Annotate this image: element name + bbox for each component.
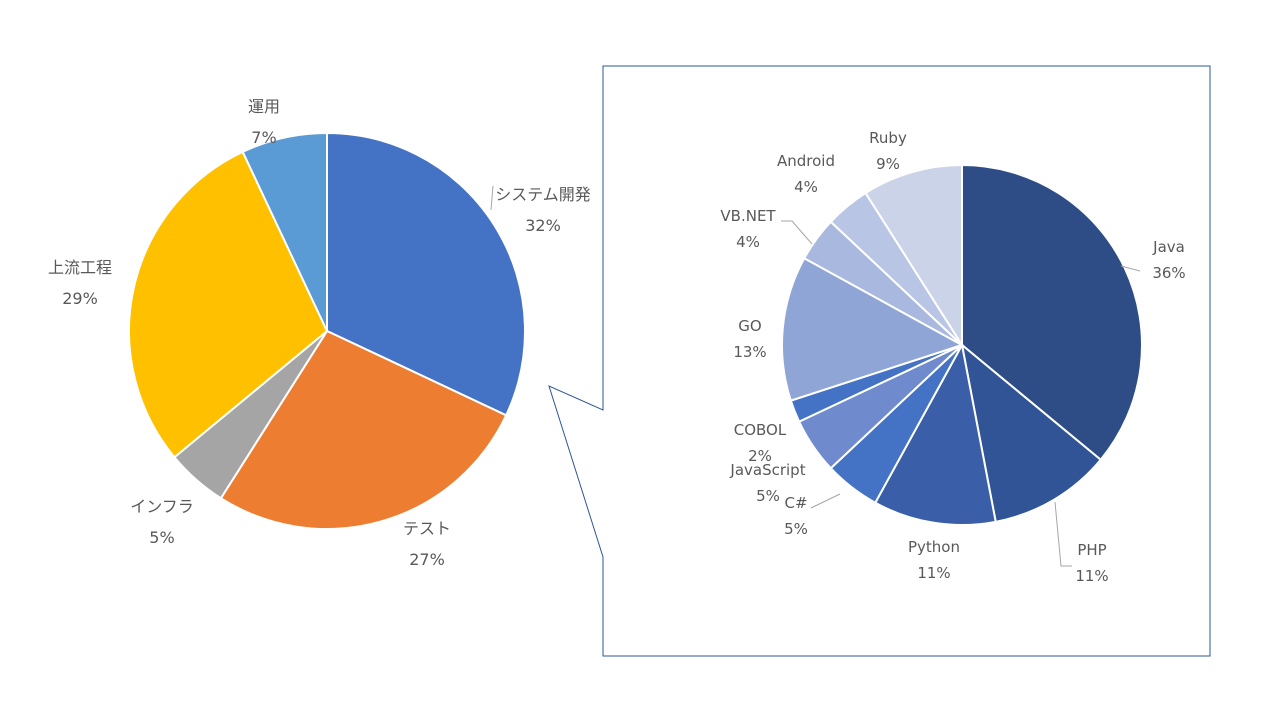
main-category-label: 運用	[248, 97, 280, 116]
detail-leader-line	[1054, 501, 1072, 567]
detail-pie	[781, 163, 1143, 526]
detail-label-java: Java 36%	[1152, 238, 1186, 282]
detail-category-label: Android	[777, 152, 835, 170]
detail-value-label: 5%	[784, 520, 808, 538]
main-value-label: 27%	[409, 550, 445, 569]
detail-label-c: C# 5%	[784, 494, 808, 538]
detail-category-label: PHP	[1077, 541, 1106, 559]
callout-frame	[548, 65, 1211, 657]
main-pie	[128, 131, 526, 530]
main-value-label: 29%	[62, 289, 98, 308]
detail-slice-python	[873, 342, 997, 526]
detail-category-label: C#	[784, 494, 807, 512]
detail-label-cobol: COBOL 2%	[734, 421, 787, 465]
main-slice-item-3	[128, 150, 329, 459]
detail-value-label: 4%	[736, 233, 760, 251]
detail-slice-go	[781, 256, 965, 402]
detail-category-label: GO	[738, 317, 761, 335]
detail-callout	[548, 65, 1211, 657]
main-label-item-2: インフラ 5%	[130, 497, 194, 547]
main-label-item-0: システム開発 32%	[495, 185, 591, 235]
detail-label-vb-net: VB.NET 4%	[720, 207, 776, 251]
main-label-item-3: 上流工程 29%	[48, 258, 112, 308]
detail-value-label: 13%	[733, 343, 766, 361]
detail-category-label: Python	[908, 538, 960, 556]
main-category-label: インフラ	[130, 497, 194, 516]
detail-category-label: Java	[1152, 238, 1185, 256]
data-labels: システム開発 32% テスト 27% インフラ 5% 上流工程 29% 運用 7% Java 36% P…	[48, 97, 1186, 585]
main-slice-item-0	[326, 131, 526, 417]
main-category-label: システム開発	[495, 185, 591, 204]
detail-leader-line	[1120, 265, 1141, 272]
detail-category-label: COBOL	[734, 421, 787, 439]
main-value-label: 5%	[149, 528, 174, 547]
detail-label-python: Python 11%	[908, 538, 960, 582]
detail-value-label: 5%	[756, 487, 780, 505]
main-value-label: 32%	[525, 216, 561, 235]
detail-value-label: 11%	[1075, 567, 1108, 585]
main-leader-line	[490, 185, 494, 211]
detail-value-label: 9%	[876, 155, 900, 173]
detail-label-android: Android 4%	[777, 152, 835, 196]
main-slice-item-1	[219, 329, 508, 530]
detail-value-label: 11%	[917, 564, 950, 582]
main-label-item-1: テスト 27%	[403, 519, 451, 569]
detail-category-label: JavaScript	[729, 461, 805, 479]
main-category-label: 上流工程	[48, 258, 112, 277]
detail-category-label: Ruby	[869, 129, 907, 147]
detail-leader-line	[781, 220, 813, 245]
detail-slice-php	[960, 342, 1103, 523]
detail-slice-ruby	[864, 163, 963, 349]
main-value-label: 7%	[251, 128, 276, 147]
detail-category-label: VB.NET	[720, 207, 776, 225]
detail-value-label: 4%	[794, 178, 818, 196]
detail-leader-line	[810, 493, 841, 509]
detail-label-javascript: JavaScript 5%	[729, 461, 805, 505]
main-slice-item-4	[241, 131, 328, 332]
detail-label-ruby: Ruby 9%	[869, 129, 907, 173]
main-label-item-4: 運用 7%	[248, 97, 280, 147]
detail-slice-java	[961, 163, 1143, 462]
detail-label-go: GO 13%	[733, 317, 766, 361]
main-category-label: テスト	[403, 519, 451, 538]
detail-label-php: PHP 11%	[1075, 541, 1108, 585]
detail-value-label: 36%	[1152, 264, 1185, 282]
detail-value-label: 2%	[748, 447, 772, 465]
